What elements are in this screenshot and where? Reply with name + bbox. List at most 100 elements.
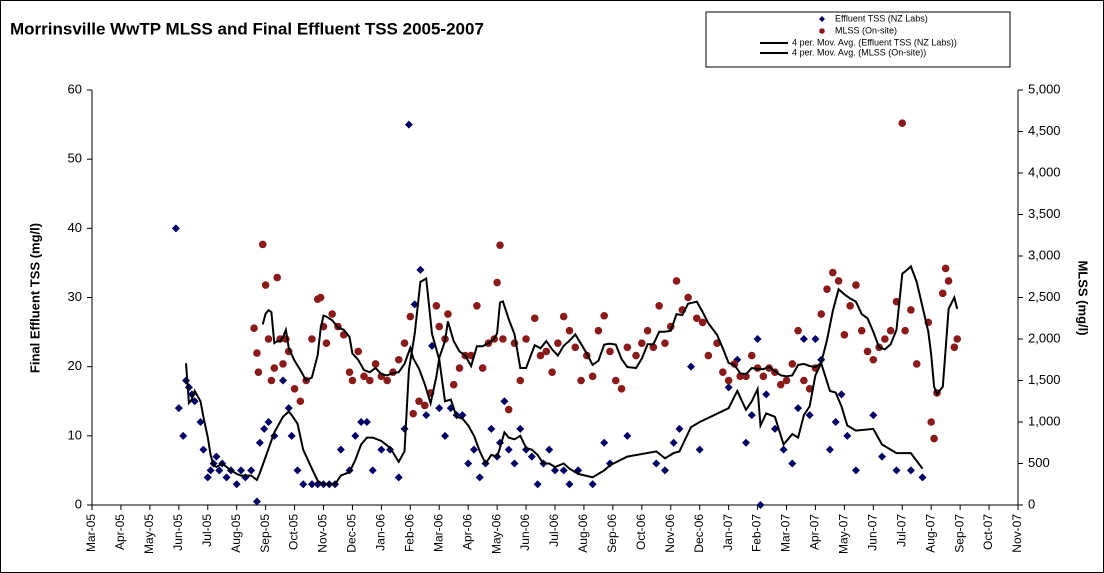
data-point — [672, 277, 681, 285]
data-point — [487, 424, 496, 433]
data-point — [594, 326, 603, 335]
data-point — [322, 339, 331, 347]
data-point — [811, 335, 820, 343]
x-tick-label: Aug-06 — [576, 514, 590, 553]
data-point — [383, 376, 391, 385]
legend-label: 4 per. Mov. Avg. (Effluent TSS (NZ Labs)… — [792, 37, 957, 47]
x-tick-label: Apr-07 — [808, 514, 822, 550]
data-point — [336, 445, 345, 454]
y-tick-label: 10 — [68, 427, 82, 442]
data-point — [869, 411, 878, 420]
data-point — [354, 347, 363, 356]
data-point — [299, 480, 308, 489]
x-tick-label: Nov-07 — [1010, 514, 1024, 553]
data-point — [293, 466, 302, 475]
y2-tick-label: 3,500 — [1028, 206, 1061, 221]
x-tick-label: Aug-05 — [229, 514, 243, 553]
data-point — [371, 360, 380, 368]
data-point — [944, 277, 953, 285]
data-point — [852, 281, 860, 289]
y-tick-label: 40 — [68, 220, 82, 235]
data-point — [444, 310, 452, 318]
data-point — [212, 452, 221, 461]
data-point — [500, 397, 509, 406]
data-point — [203, 473, 212, 482]
data-point — [953, 335, 962, 343]
data-point — [756, 501, 765, 509]
data-point — [287, 431, 296, 440]
data-point — [649, 343, 658, 352]
x-tick-label: Dec-06 — [692, 514, 706, 553]
data-point — [846, 302, 854, 310]
data-point — [247, 466, 256, 475]
data-point — [623, 343, 632, 352]
data-point — [817, 310, 826, 318]
y-tick-label: 0 — [75, 496, 82, 511]
data-point — [252, 497, 261, 506]
data-point — [652, 459, 661, 468]
data-point — [516, 376, 525, 385]
x-tick-label: Sep-07 — [952, 514, 966, 553]
data-point — [533, 480, 542, 489]
data-point — [279, 360, 287, 368]
x-tick-label: Mar-06 — [431, 514, 445, 552]
data-point — [577, 376, 585, 385]
legend: Effluent TSS (NZ Labs) MLSS (On-site) 4 pe… — [705, 11, 1011, 68]
data-point — [834, 277, 843, 285]
data-point — [600, 311, 608, 320]
y2-tick-label: 2,000 — [1028, 330, 1061, 345]
data-point — [222, 473, 231, 482]
data-point — [805, 411, 814, 420]
x-tick-label: Feb-06 — [402, 514, 416, 552]
data-point — [898, 119, 907, 127]
data-point — [199, 445, 208, 454]
y-tick-label: 30 — [68, 289, 82, 304]
data-point — [779, 445, 788, 454]
legend-label: 4 per. Mov. Avg. (MLSS (On-site)) — [792, 47, 926, 57]
data-point — [770, 424, 779, 433]
legend-label: Effluent TSS (NZ Labs) — [835, 13, 928, 23]
data-point — [799, 335, 808, 343]
y-tick-label: 20 — [68, 358, 82, 373]
data-point — [290, 385, 299, 393]
data-point — [394, 473, 403, 482]
data-point — [776, 380, 785, 389]
data-point — [918, 473, 927, 482]
y-tick-label: 60 — [68, 81, 82, 96]
data-point — [360, 372, 368, 381]
data-point — [449, 380, 458, 389]
data-point — [345, 368, 354, 377]
data-point — [179, 431, 188, 440]
data-point — [669, 438, 678, 447]
data-point — [675, 424, 684, 433]
data-point — [565, 326, 574, 335]
x-tick-label: May-06 — [489, 514, 503, 554]
data-point — [611, 376, 620, 385]
data-point — [588, 480, 597, 489]
data-point — [788, 360, 797, 368]
data-point — [837, 390, 846, 399]
legend-marker — [819, 28, 825, 34]
data-point — [869, 355, 878, 364]
data-point — [308, 335, 316, 343]
data-point — [475, 473, 484, 482]
data-point — [522, 335, 530, 343]
data-point — [794, 404, 803, 413]
y2-tick-label: 1,000 — [1028, 413, 1061, 428]
data-point — [762, 390, 771, 399]
x-tick-label: Oct-07 — [981, 514, 995, 550]
data-point — [174, 404, 183, 413]
y2-tick-label: 3,000 — [1028, 247, 1061, 262]
legend-marker — [819, 16, 825, 22]
moving-average-line — [185, 276, 924, 486]
data-point — [530, 314, 539, 323]
data-point — [741, 438, 750, 447]
data-point — [348, 376, 357, 385]
x-tick-label: Oct-05 — [287, 514, 301, 550]
y2-tick-label: 2,500 — [1028, 289, 1061, 304]
data-point — [554, 339, 562, 347]
data-point — [196, 418, 205, 426]
data-point — [892, 466, 901, 475]
data-point — [938, 289, 947, 298]
data-point — [877, 452, 886, 461]
